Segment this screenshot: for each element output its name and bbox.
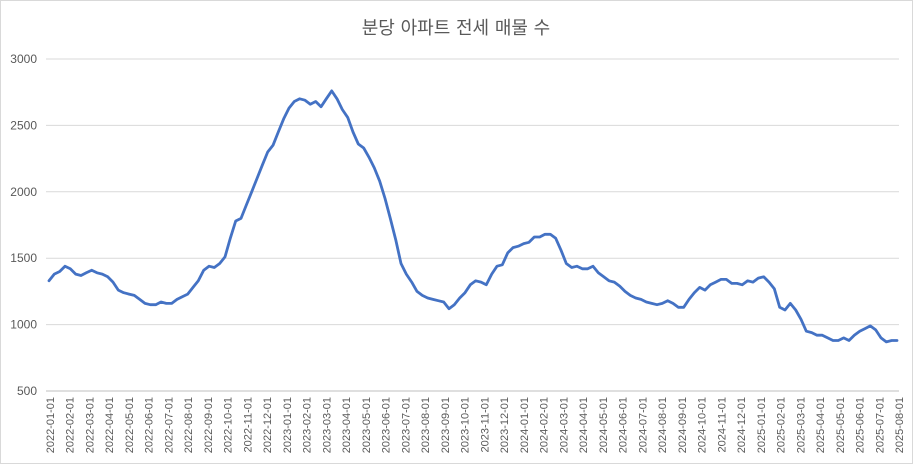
x-tick-label: 2025-06-01 xyxy=(855,397,867,453)
x-tick-label: 2023-05-01 xyxy=(361,397,373,453)
series-line xyxy=(47,89,899,344)
x-tick-label: 2023-03-01 xyxy=(321,397,333,453)
gridlines xyxy=(46,58,899,392)
y-tick-label: 2000 xyxy=(10,185,37,199)
x-tick-label: 2023-04-01 xyxy=(341,397,353,453)
x-tick-label: 2024-04-01 xyxy=(578,397,590,453)
y-axis: 500 1000 1500 2000 2500 3000 xyxy=(10,52,37,398)
x-tick-label: 2024-11-01 xyxy=(716,397,728,452)
x-tick-label: 2023-11-01 xyxy=(479,397,491,452)
x-tick-label: 2024-01-01 xyxy=(519,397,531,453)
x-tick-label: 2022-07-01 xyxy=(163,397,175,453)
x-axis: 2022-01-01 2022-02-01 2022-03-01 2022-04-01… xyxy=(45,397,906,453)
x-tick-label: 2022-02-01 xyxy=(65,397,77,453)
x-tick-label: 2022-10-01 xyxy=(223,397,235,453)
x-tick-label: 2024-10-01 xyxy=(697,397,709,453)
y-tick-label: 500 xyxy=(17,384,37,398)
y-tick-label: 1500 xyxy=(10,251,37,265)
x-tick-label: 2025-07-01 xyxy=(874,397,886,453)
x-tick-label: 2022-11-01 xyxy=(242,397,254,452)
x-tick-label: 2023-07-01 xyxy=(400,397,412,453)
x-tick-label: 2024-05-01 xyxy=(598,397,610,453)
x-tick-label: 2023-08-01 xyxy=(420,397,432,453)
x-tick-label: 2024-09-01 xyxy=(677,397,689,453)
x-tick-label: 2022-09-01 xyxy=(203,397,215,453)
y-tick-label: 1000 xyxy=(10,318,37,332)
y-tick-label: 3000 xyxy=(10,52,37,66)
x-tick-label: 2024-12-01 xyxy=(736,397,748,453)
x-tick-label: 2024-08-01 xyxy=(657,397,669,453)
x-tick-label: 2022-04-01 xyxy=(104,397,116,453)
x-tick-label: 2025-01-01 xyxy=(756,397,768,453)
x-tick-label: 2023-06-01 xyxy=(381,397,393,453)
x-tick-label: 2022-12-01 xyxy=(262,397,274,453)
x-tick-label: 2024-06-01 xyxy=(618,397,630,453)
x-tick-label: 2023-02-01 xyxy=(302,397,314,453)
x-tick-label: 2025-08-01 xyxy=(894,397,906,453)
x-tick-label: 2025-04-01 xyxy=(815,397,827,453)
chart-title: 분당 아파트 전세 매물 수 xyxy=(362,18,551,39)
series-layer xyxy=(47,89,899,344)
x-tick-label: 2024-03-01 xyxy=(558,397,570,453)
x-tick-label: 2025-05-01 xyxy=(835,397,847,453)
x-tick-label: 2022-03-01 xyxy=(84,397,96,453)
x-tick-label: 2024-02-01 xyxy=(539,397,551,453)
x-tick-label: 2023-12-01 xyxy=(499,397,511,453)
y-tick-label: 2500 xyxy=(10,118,37,132)
x-tick-label: 2023-10-01 xyxy=(460,397,472,453)
x-tick-label: 2025-03-01 xyxy=(795,397,807,453)
x-tick-label: 2022-05-01 xyxy=(124,397,136,453)
x-tick-label: 2023-09-01 xyxy=(440,397,452,453)
x-tick-label: 2022-01-01 xyxy=(45,397,57,453)
x-tick-label: 2025-02-01 xyxy=(776,397,788,453)
x-tick-label: 2024-07-01 xyxy=(637,397,649,453)
x-tick-label: 2023-01-01 xyxy=(282,397,294,453)
x-tick-label: 2022-06-01 xyxy=(144,397,156,453)
x-tick-label: 2022-08-01 xyxy=(183,397,195,453)
